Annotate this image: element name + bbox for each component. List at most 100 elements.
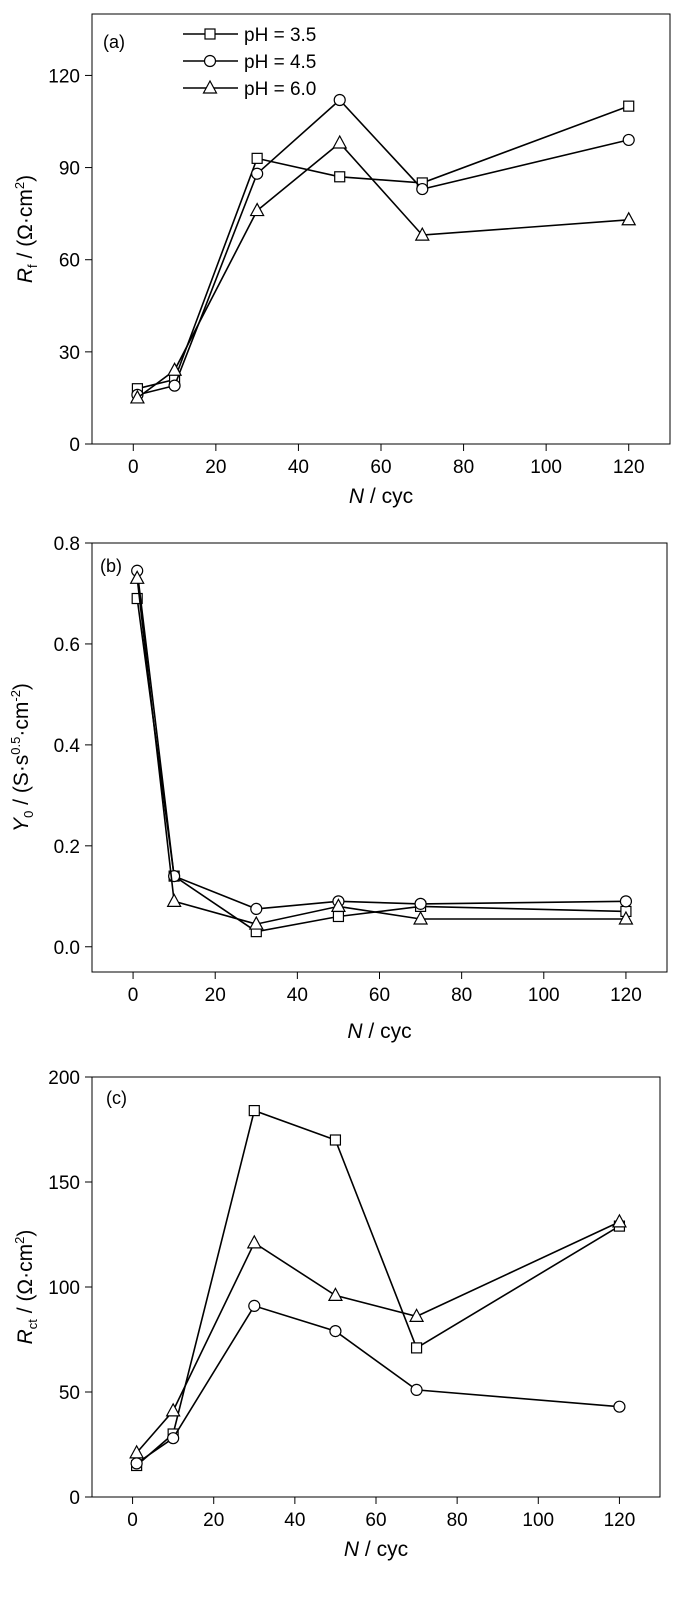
- panel-c-line-ph-3-5: [136, 1109, 620, 1467]
- panel-a-point-ph-4-5: [333, 93, 346, 107]
- panel-c-label: (c): [106, 1088, 127, 1108]
- panel-c-x-tick-label: 80: [447, 1510, 468, 1531]
- panel-c-x-tick-label: 0: [127, 1510, 138, 1531]
- panel-b-series-ph-3-5: [131, 592, 632, 938]
- panel-b-point-ph-4-5: [250, 902, 263, 916]
- legend-label-ph-4-5: pH = 4.5: [244, 52, 316, 73]
- panel-a-y-tick-label: 120: [48, 66, 80, 87]
- panel-b-x-tick-label: 20: [205, 985, 226, 1006]
- panel-a-line-ph-4-5: [137, 98, 629, 396]
- panel-a-point-ph-6-0: [167, 362, 183, 376]
- panel-b-label: (b): [100, 556, 122, 576]
- panel-b-point-ph-3-5: [131, 592, 143, 605]
- panel-a-point-ph-3-5: [334, 171, 346, 183]
- panel-c-x-tick-label: 20: [203, 1510, 224, 1531]
- panel-b-line-ph-3-5: [136, 598, 626, 933]
- panel-c-point-ph-4-5: [248, 1299, 261, 1313]
- panel-c-y-tick-label: 150: [48, 1173, 80, 1194]
- panel-a-x-tick-label: 0: [128, 457, 139, 478]
- panel-b-point-ph-6-0: [129, 570, 145, 584]
- panel-b-point-ph-4-5: [619, 895, 633, 908]
- panel-c-line-ph-4-5: [136, 1304, 620, 1465]
- panel-c-point-ph-3-5: [248, 1104, 260, 1117]
- panel-b-point-ph-6-0: [413, 910, 429, 925]
- panel-b-x-tick-label: 40: [287, 985, 308, 1006]
- panel-a-x-tick-label: 20: [205, 457, 226, 478]
- panel-c: 0 20 40 60 80 100 120 0 50 100 150 200 (c) N / cyc Rct…: [12, 1068, 661, 1561]
- panel-c-point-ph-6-0: [165, 1402, 181, 1417]
- panel-a-point-ph-6-0: [129, 389, 145, 404]
- panel-b-line-ph-6-0: [136, 578, 626, 925]
- panel-a-point-ph-6-0: [414, 226, 430, 241]
- panel-b-point-ph-6-0: [166, 893, 182, 907]
- panel-a-point-ph-4-5: [251, 167, 264, 180]
- panel-a-line-ph-3-5: [137, 105, 629, 390]
- panel-b-line-ph-4-5: [136, 570, 626, 910]
- panel-b-x-tick-label: 100: [528, 985, 560, 1006]
- panel-b-y-tick-label: 0.6: [54, 635, 80, 656]
- panel-a-x-axis-title: N / cyc: [349, 485, 413, 508]
- panel-a: 0 20 40 60 80 100 120 0 30 60 90 120 (a) N / cyc Rf / …: [12, 13, 671, 508]
- panel-c-point-ph-4-5: [329, 1324, 342, 1338]
- panel-a-point-ph-4-5: [416, 182, 429, 196]
- panel-a-point-ph-6-0: [332, 134, 348, 149]
- panel-b-x-tick-label: 80: [451, 985, 472, 1006]
- panel-b-point-ph-6-0: [248, 915, 264, 930]
- panel-a-y-tick-label: 0: [69, 435, 80, 456]
- panel-b-y-tick-label: 0.4: [54, 736, 81, 757]
- panel-a-y-tick-label: 30: [59, 343, 80, 364]
- legend-label-ph-6-0: pH = 6.0: [244, 79, 316, 100]
- panel-c-x-axis-title: N / cyc: [344, 1538, 408, 1561]
- panel-a-label: (a): [103, 32, 125, 52]
- legend-label-ph-3-5: pH = 3.5: [244, 25, 316, 46]
- panel-a-x-tick-label: 60: [370, 457, 391, 478]
- panel-b-point-ph-6-0: [618, 910, 634, 925]
- panel-b-y-tick-label: 0.8: [54, 534, 80, 555]
- legend-marker-ph-4-5: [203, 54, 217, 68]
- panel-a-point-ph-6-0: [249, 202, 265, 217]
- panel-b-y-tick-label: 0.2: [54, 837, 80, 858]
- panel-a-x-tick-label: 100: [530, 457, 562, 478]
- panel-c-point-ph-3-5: [329, 1134, 342, 1146]
- panel-c-point-ph-3-5: [410, 1342, 423, 1354]
- panel-c-point-ph-4-5: [410, 1383, 423, 1397]
- panel-b-x-tick-label: 0: [128, 985, 139, 1006]
- panel-a-legend: pH = 3.5 pH = 4.5 pH = 6.0: [183, 25, 316, 100]
- panel-a-x-tick-label: 40: [288, 457, 309, 478]
- panel-c-series-ph-3-5: [131, 1104, 626, 1472]
- panel-c-series-ph-4-5: [130, 1299, 626, 1470]
- panel-a-series-ph-4-5: [131, 93, 635, 401]
- panel-a-line-ph-6-0: [136, 141, 629, 399]
- panel-c-point-ph-6-0: [246, 1234, 262, 1249]
- panel-c-point-ph-4-5: [613, 1400, 626, 1413]
- panel-b-point-ph-4-5: [414, 897, 427, 910]
- panel-c-point-ph-6-0: [129, 1444, 145, 1459]
- panel-b-series-ph-4-5: [131, 564, 633, 916]
- panel-a-x-tick-label: 80: [453, 457, 474, 478]
- panel-b-x-tick-label: 120: [610, 985, 642, 1006]
- panel-c-line-ph-6-0: [135, 1221, 620, 1454]
- panel-a-point-ph-3-5: [623, 100, 635, 112]
- panel-c-x-tick-label: 40: [284, 1510, 305, 1531]
- panel-a-point-ph-3-5: [251, 152, 263, 164]
- panel-b-point-ph-6-0: [330, 898, 346, 912]
- legend-marker-ph-3-5: [204, 28, 216, 40]
- panel-c-y-tick-label: 0: [69, 1488, 80, 1509]
- panel-a-y-tick-label: 60: [59, 251, 80, 272]
- panel-a-y-axis-title: Rf / (Ω·cm2): [12, 175, 40, 283]
- panel-b: 0 20 40 60 80 100 120 0.0 0.2 0.4 0.6 0.8 (b) N / cyc…: [8, 534, 668, 1043]
- panel-a-y-tick-label: 90: [59, 159, 80, 180]
- panel-b-x-axis-title: N / cyc: [347, 1020, 411, 1043]
- panel-a-series-ph-6-0: [129, 134, 637, 404]
- panel-a-x-tick-label: 120: [613, 457, 645, 478]
- panel-c-point-ph-6-0: [611, 1213, 627, 1228]
- panel-c-point-ph-6-0: [327, 1287, 343, 1302]
- panel-c-y-tick-label: 50: [59, 1383, 80, 1404]
- panel-c-y-axis-title: Rct / (Ω·cm2): [12, 1230, 40, 1345]
- panel-a-point-ph-4-5: [168, 379, 181, 392]
- panel-b-series-ph-6-0: [129, 570, 634, 930]
- panel-a-point-ph-4-5: [622, 133, 635, 147]
- panel-a-point-ph-6-0: [621, 211, 637, 226]
